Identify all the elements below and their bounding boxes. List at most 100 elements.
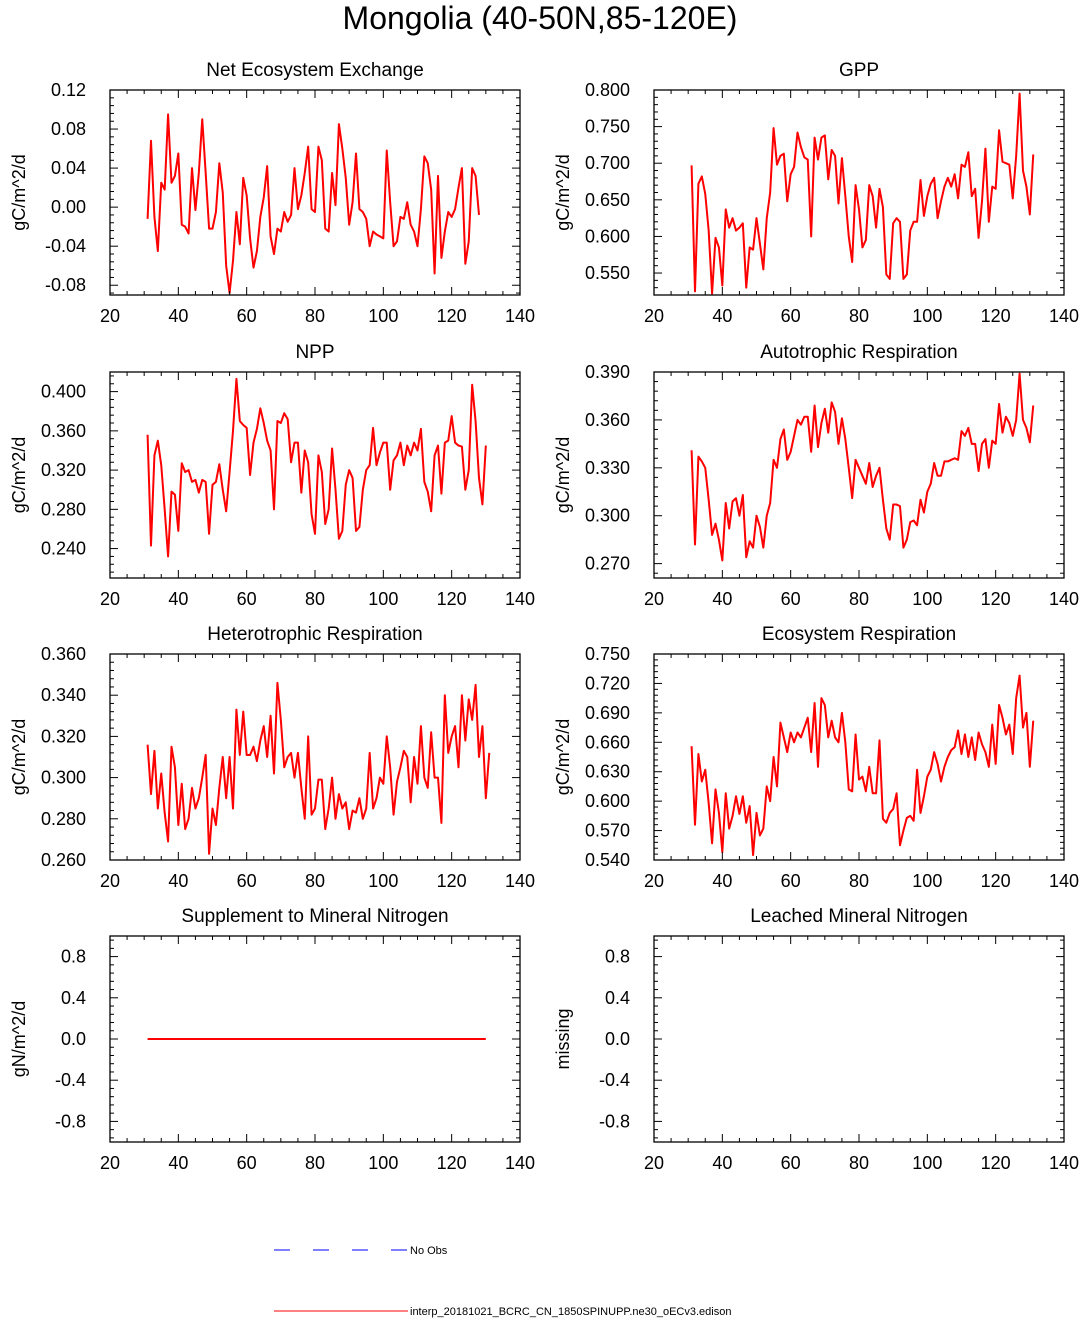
panel-leached-mineral-nitrogen: Leached Mineral Nitrogen missing 20 40 60 80 1… bbox=[553, 906, 1079, 1173]
x-tick-label: 60 bbox=[781, 589, 801, 609]
x-tick-label: 140 bbox=[1049, 871, 1079, 891]
x-tick-label: 80 bbox=[305, 306, 325, 326]
x-tick-label: 80 bbox=[305, 1153, 325, 1173]
x-tick-label: 100 bbox=[368, 871, 398, 891]
x-tick-label: 20 bbox=[100, 871, 120, 891]
series-line bbox=[146, 113, 480, 295]
y-tick-label: 0.280 bbox=[41, 499, 86, 519]
x-tick-label: 40 bbox=[168, 1153, 188, 1173]
y-axis-label: gC/m^2/d bbox=[9, 719, 29, 795]
x-tick-label: 120 bbox=[981, 871, 1011, 891]
legend-item-2: interp_20181021_BCRC_CN_1850SPINUPP.ne30… bbox=[274, 1306, 731, 1318]
figure-title: Mongolia (40-50N,85-120E) bbox=[343, 0, 738, 36]
y-tick-label: 0.0 bbox=[605, 1029, 630, 1049]
panels: Net Ecosystem Exchange gC/m^2/d 20 40 60 80 10… bbox=[9, 60, 1079, 1173]
y-axis-label: gC/m^2/d bbox=[553, 719, 573, 795]
x-tick-label: 60 bbox=[781, 306, 801, 326]
y-tick-label: 0.390 bbox=[585, 362, 630, 382]
x-tick-label: 100 bbox=[368, 306, 398, 326]
x-tick-label: 20 bbox=[100, 589, 120, 609]
y-tick-label: 0.340 bbox=[41, 685, 86, 705]
x-tick-label: 120 bbox=[437, 589, 467, 609]
panel-npp: NPP gC/m^2/d 20 40 60 80 100 120 140 0.240 0.280 0.… bbox=[9, 342, 535, 609]
x-tick-label: 60 bbox=[237, 306, 257, 326]
x-tick-label: 140 bbox=[1049, 306, 1079, 326]
panel-title: NPP bbox=[295, 342, 334, 363]
legend-label: No Obs bbox=[410, 1245, 448, 1257]
x-tick-label: 40 bbox=[168, 871, 188, 891]
x-tick-label: 60 bbox=[237, 1153, 257, 1173]
x-tick-label: 80 bbox=[849, 589, 869, 609]
x-tick-label: 60 bbox=[237, 871, 257, 891]
x-tick-label: 40 bbox=[712, 589, 732, 609]
y-tick-label: 0.260 bbox=[41, 850, 86, 870]
y-tick-label: 0.570 bbox=[585, 821, 630, 841]
y-axis-label: gC/m^2/d bbox=[9, 437, 29, 513]
y-tick-label: 0.0 bbox=[61, 1029, 86, 1049]
x-tick-label: 40 bbox=[712, 1153, 732, 1173]
x-tick-label: 20 bbox=[644, 306, 664, 326]
x-tick-label: 120 bbox=[981, 1153, 1011, 1173]
x-tick-label: 40 bbox=[168, 306, 188, 326]
y-tick-label: 0.300 bbox=[41, 768, 86, 788]
y-tick-label: 0.660 bbox=[585, 732, 630, 752]
x-tick-label: 120 bbox=[437, 1153, 467, 1173]
y-axis-label: gC/m^2/d bbox=[553, 437, 573, 513]
y-tick-label: 0.800 bbox=[585, 80, 630, 100]
x-tick-label: 140 bbox=[505, 589, 535, 609]
y-tick-label: 0.4 bbox=[61, 988, 86, 1008]
y-tick-label: 0.600 bbox=[585, 791, 630, 811]
series-line bbox=[146, 377, 487, 558]
panel-title: Ecosystem Respiration bbox=[762, 624, 956, 645]
x-tick-label: 80 bbox=[849, 306, 869, 326]
y-tick-label: 0.4 bbox=[605, 988, 630, 1008]
x-tick-label: 60 bbox=[237, 589, 257, 609]
x-tick-label: 140 bbox=[505, 306, 535, 326]
x-tick-label: 100 bbox=[912, 589, 942, 609]
x-tick-label: 20 bbox=[100, 1153, 120, 1173]
x-tick-label: 40 bbox=[712, 871, 732, 891]
panel-title: Net Ecosystem Exchange bbox=[206, 60, 424, 81]
panel-heterotrophic-respiration: Heterotrophic Respiration gC/m^2/d 20 40 60 8… bbox=[9, 624, 535, 891]
x-tick-label: 60 bbox=[781, 871, 801, 891]
x-tick-label: 20 bbox=[644, 589, 664, 609]
panel-title: Leached Mineral Nitrogen bbox=[750, 906, 968, 927]
panel-net-ecosystem-exchange: Net Ecosystem Exchange gC/m^2/d 20 40 60 80 10… bbox=[9, 60, 535, 326]
panel-ecosystem-respiration: Ecosystem Respiration gC/m^2/d 20 40 60 80 100… bbox=[553, 624, 1079, 891]
x-tick-label: 120 bbox=[981, 589, 1011, 609]
y-axis-label: gC/m^2/d bbox=[9, 154, 29, 230]
series-line bbox=[690, 372, 1035, 562]
series-line bbox=[690, 674, 1035, 857]
y-tick-label: -0.4 bbox=[599, 1070, 630, 1090]
y-tick-label: 0.270 bbox=[585, 554, 630, 574]
y-tick-label: 0.04 bbox=[51, 158, 86, 178]
x-tick-label: 40 bbox=[168, 589, 188, 609]
y-tick-label: 0.240 bbox=[41, 539, 86, 559]
y-tick-label: 0.330 bbox=[585, 458, 630, 478]
y-axis-label: missing bbox=[553, 1008, 573, 1069]
y-tick-label: 0.750 bbox=[585, 117, 630, 137]
y-tick-label: 0.720 bbox=[585, 673, 630, 693]
y-tick-label: 0.00 bbox=[51, 197, 86, 217]
y-tick-label: 0.550 bbox=[585, 263, 630, 283]
x-tick-label: 20 bbox=[644, 871, 664, 891]
y-tick-label: 0.8 bbox=[61, 947, 86, 967]
x-tick-label: 100 bbox=[368, 589, 398, 609]
x-tick-label: 80 bbox=[305, 589, 325, 609]
panel-gpp: GPP gC/m^2/d 20 40 60 80 100 120 140 0.550 0.600 0.… bbox=[553, 60, 1079, 326]
y-tick-label: 0.690 bbox=[585, 703, 630, 723]
y-tick-label: -0.4 bbox=[55, 1070, 86, 1090]
series-line bbox=[690, 92, 1035, 295]
y-tick-label: 0.400 bbox=[41, 382, 86, 402]
legend-item-1: No Obs bbox=[274, 1245, 448, 1257]
y-tick-label: -0.8 bbox=[55, 1111, 86, 1131]
y-tick-label: 0.650 bbox=[585, 190, 630, 210]
y-tick-label: 0.360 bbox=[585, 410, 630, 430]
y-tick-label: 0.08 bbox=[51, 119, 86, 139]
x-tick-label: 120 bbox=[437, 306, 467, 326]
x-tick-label: 20 bbox=[644, 1153, 664, 1173]
y-tick-label: 0.540 bbox=[585, 850, 630, 870]
x-tick-label: 60 bbox=[781, 1153, 801, 1173]
